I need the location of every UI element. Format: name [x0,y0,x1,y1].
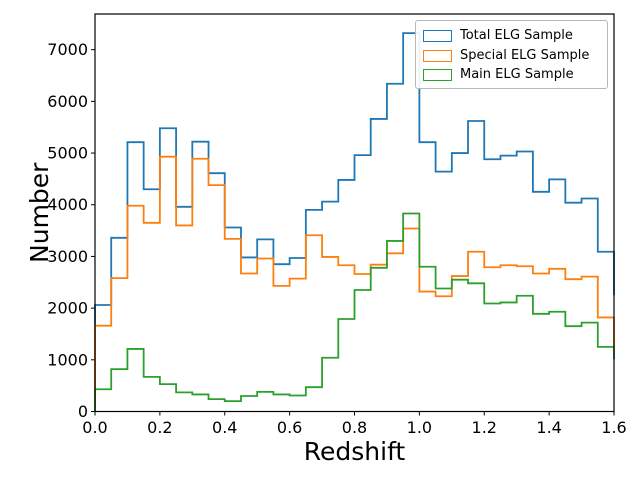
main-elg-swatch-icon [423,69,452,81]
y-tick-label: 1000 [47,350,88,369]
x-tick-label: 1.4 [536,418,561,437]
special-elg-swatch-icon [423,49,452,62]
legend-label-special: Special ELG Sample [460,47,590,63]
x-tick-label: 1.2 [472,418,497,437]
legend-item-special: Special ELG Sample [423,47,599,65]
legend-item-main: Main ELG Sample [423,66,599,84]
plot-border [94,13,615,413]
series-special-step-line [94,155,615,412]
legend: Total ELG Sample Special ELG Sample Main… [415,20,608,89]
y-tick-label: 6000 [47,92,88,111]
y-axis-title: Number [25,162,54,263]
y-tick-label: 5000 [47,144,88,163]
x-tick-label: 1.6 [601,418,626,437]
y-tick-label: 0 [78,402,88,421]
total-elg-swatch-icon [423,30,452,42]
series-main-step-line [94,212,615,412]
x-tick-label: 0.8 [342,418,367,437]
legend-label-total: Total ELG Sample [460,28,573,43]
x-tick-label: 0.4 [212,418,237,437]
x-tick-label: 0.0 [82,418,107,437]
series-total-step-line [94,32,615,412]
x-axis-title: Redshift [304,437,406,466]
x-tick-label: 0.6 [277,418,302,437]
x-tick-label: 0.2 [147,418,172,437]
x-tick-label: 1.0 [407,418,432,437]
y-tick-label: 2000 [47,299,88,318]
legend-item-total: Total ELG Sample [423,27,599,45]
y-tick-label: 7000 [47,40,88,59]
legend-label-main: Main ELG Sample [460,67,574,82]
y-tick-label: 4000 [47,195,88,214]
y-tick-label: 3000 [47,247,88,266]
